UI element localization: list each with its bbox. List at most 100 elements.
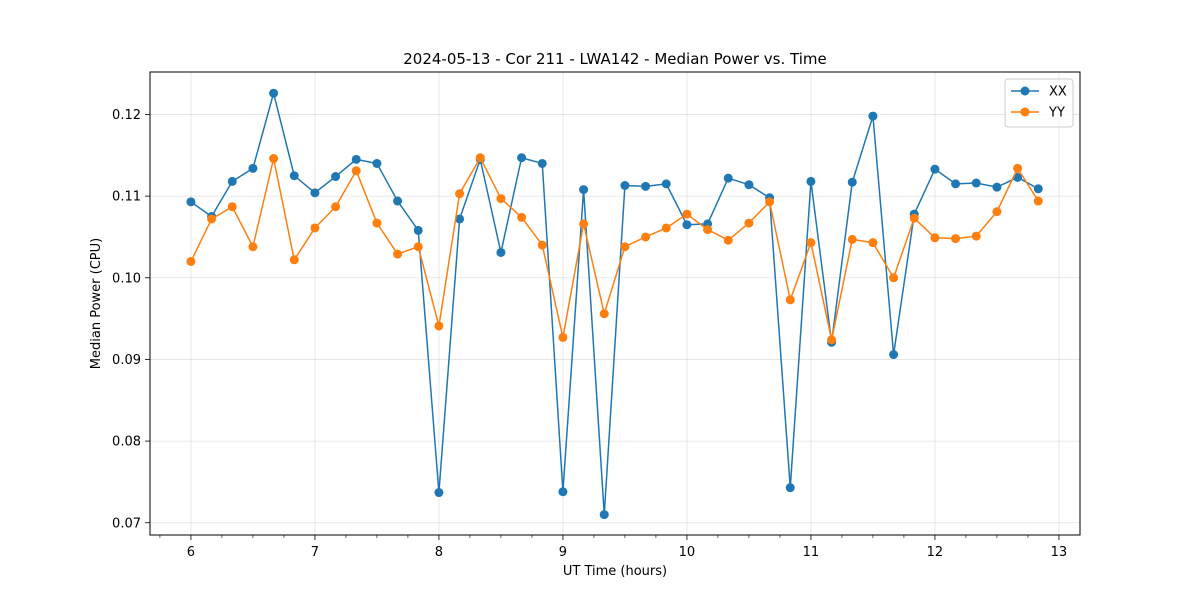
x-tick-label: 11 bbox=[803, 545, 820, 560]
data-point-yy bbox=[537, 240, 547, 250]
data-point-yy bbox=[372, 218, 382, 228]
data-point-xx bbox=[620, 181, 630, 190]
data-point-xx bbox=[971, 178, 981, 188]
data-point-xx bbox=[785, 483, 795, 493]
legend-marker-xx bbox=[1020, 86, 1030, 96]
data-point-xx bbox=[723, 173, 733, 183]
data-point-yy bbox=[641, 232, 651, 242]
data-point-yy bbox=[558, 332, 568, 342]
data-point-xx bbox=[331, 172, 341, 182]
data-point-yy bbox=[434, 321, 444, 331]
data-point-xx bbox=[661, 179, 671, 189]
legend-label-xx: XX bbox=[1049, 85, 1067, 100]
data-point-xx bbox=[1013, 172, 1023, 182]
data-point-xx bbox=[847, 177, 857, 187]
data-point-yy bbox=[909, 213, 919, 223]
y-tick-label: 0.09 bbox=[112, 353, 141, 368]
data-point-xx bbox=[889, 350, 899, 360]
data-point-yy bbox=[413, 242, 423, 252]
data-point-yy bbox=[930, 233, 940, 243]
x-tick-label: 9 bbox=[559, 545, 567, 560]
data-point-xx bbox=[434, 488, 444, 498]
plot-frame bbox=[149, 71, 1081, 536]
data-point-xx bbox=[641, 181, 651, 191]
data-point-yy bbox=[269, 154, 279, 164]
data-point-xx bbox=[310, 188, 320, 198]
data-point-yy bbox=[806, 238, 816, 248]
plot-area bbox=[150, 72, 1080, 535]
y-axis-title: Median Power (CPU) bbox=[89, 238, 104, 369]
data-point-xx bbox=[930, 164, 940, 174]
data-point-yy bbox=[517, 212, 527, 222]
x-tick-label: 10 bbox=[679, 545, 696, 560]
y-tick-label: 0.12 bbox=[112, 108, 141, 123]
data-point-xx bbox=[289, 171, 299, 181]
data-point-yy bbox=[186, 256, 196, 266]
data-point-yy bbox=[599, 309, 609, 319]
data-point-xx bbox=[579, 185, 589, 195]
data-point-yy bbox=[289, 255, 299, 265]
data-point-xx bbox=[455, 214, 465, 224]
data-point-xx bbox=[372, 158, 382, 168]
axes: 6 7 8 9 10 11 12 13 0.07 0.08 0.09 0.10 0.11 0.12 bbox=[112, 108, 1067, 560]
y-tick-label: 0.07 bbox=[112, 516, 141, 531]
data-point-xx bbox=[517, 153, 527, 163]
x-axis-title: UT Time (hours) bbox=[563, 564, 667, 579]
x-tick-label: 6 bbox=[187, 545, 195, 560]
data-point-yy bbox=[682, 209, 692, 219]
data-point-yy bbox=[393, 249, 403, 259]
x-tick-label: 12 bbox=[927, 545, 944, 560]
y-tick-label: 0.08 bbox=[112, 435, 141, 450]
data-point-xx bbox=[682, 220, 692, 230]
data-point-yy bbox=[971, 231, 981, 241]
data-point-yy bbox=[310, 223, 320, 233]
data-point-xx bbox=[744, 180, 754, 190]
data-point-yy bbox=[868, 238, 878, 248]
data-point-yy bbox=[620, 242, 630, 252]
data-point-xx bbox=[269, 88, 279, 98]
data-point-yy bbox=[1033, 196, 1043, 206]
legend: XX YY bbox=[1004, 78, 1074, 128]
data-point-yy bbox=[765, 197, 775, 207]
x-tick-label: 13 bbox=[1051, 545, 1068, 560]
data-point-yy bbox=[351, 166, 361, 176]
data-point-yy bbox=[827, 335, 837, 345]
y-tick-label: 0.10 bbox=[112, 271, 141, 286]
data-point-yy bbox=[248, 242, 258, 252]
data-point-xx bbox=[248, 163, 258, 173]
data-point-yy bbox=[847, 234, 857, 244]
data-point-xx bbox=[537, 158, 547, 168]
data-point-xx bbox=[951, 179, 961, 189]
data-point-yy bbox=[723, 235, 733, 245]
data-point-xx bbox=[599, 510, 609, 520]
data-point-yy bbox=[785, 295, 795, 305]
data-point-yy bbox=[661, 223, 671, 233]
data-point-xx bbox=[393, 196, 403, 206]
data-point-yy bbox=[455, 189, 465, 199]
data-point-yy bbox=[496, 194, 506, 204]
data-point-xx bbox=[496, 247, 506, 257]
data-point-yy bbox=[889, 273, 899, 283]
legend-label-yy: YY bbox=[1048, 106, 1065, 121]
data-point-xx bbox=[227, 176, 237, 186]
series-yy bbox=[186, 153, 1043, 345]
data-point-xx bbox=[413, 225, 423, 235]
data-point-xx bbox=[868, 111, 878, 121]
data-point-yy bbox=[475, 153, 485, 163]
data-point-xx bbox=[351, 154, 361, 164]
data-point-xx bbox=[1033, 184, 1043, 194]
legend-marker-yy bbox=[1020, 107, 1030, 117]
data-point-yy bbox=[951, 234, 961, 244]
grid bbox=[150, 72, 1080, 535]
data-point-yy bbox=[1013, 163, 1023, 173]
data-point-xx bbox=[186, 197, 196, 207]
data-point-yy bbox=[331, 202, 341, 212]
chart-title: 2024-05-13 - Cor 211 - LWA142 - Median P… bbox=[403, 50, 827, 68]
data-point-yy bbox=[703, 225, 713, 235]
data-point-xx bbox=[806, 176, 816, 186]
y-tick-label: 0.11 bbox=[112, 190, 141, 205]
data-point-yy bbox=[207, 214, 217, 224]
data-point-yy bbox=[992, 207, 1002, 217]
data-point-xx bbox=[558, 487, 568, 497]
